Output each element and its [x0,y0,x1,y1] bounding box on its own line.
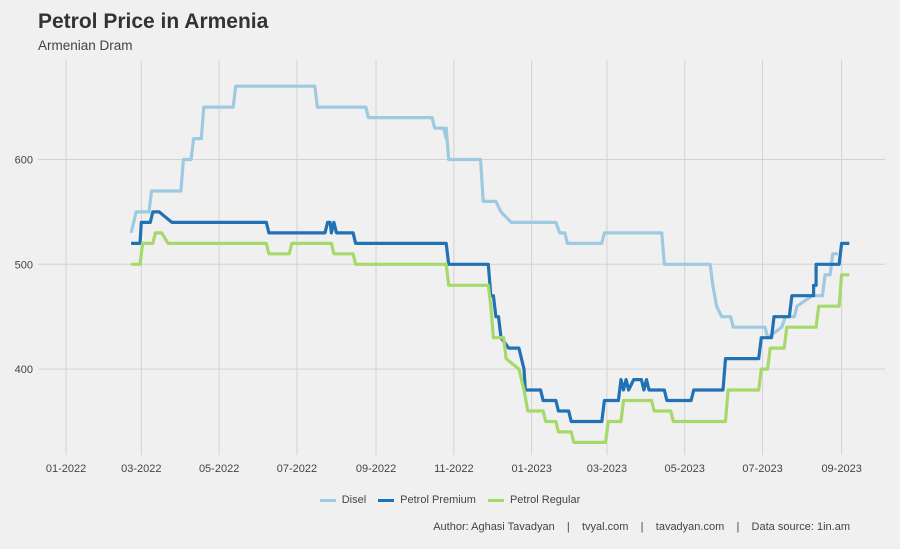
x-tick-label: 11-2022 [434,463,474,475]
legend-item: Disel [319,494,367,506]
y-tick-label: 400 [15,364,33,376]
series-line-petrol-regular [131,231,850,444]
x-tick-label: 01-2023 [511,463,551,475]
legend-swatch [378,498,395,502]
x-tick-label: 09-2023 [821,463,861,475]
legend-item: Petrol Premium [378,494,476,506]
legend-label: Petrol Premium [400,494,476,506]
y-tick-label: 600 [15,155,33,167]
x-tick-label: 07-2022 [277,463,317,475]
x-tick-label: 03-2022 [121,463,161,475]
legend-label: Petrol Regular [509,494,581,506]
chart-subtitle: Armenian Dram [38,38,133,53]
y-tick-label: 500 [15,259,33,271]
x-tick-label: 03-2023 [587,463,627,475]
legend: Disel Petrol Premium Petrol Regular [0,494,900,506]
legend-label: Disel [341,494,367,506]
x-tick-label: 05-2022 [199,463,239,475]
x-tick-label: 05-2023 [665,463,705,475]
chart-title: Petrol Price in Armenia [38,10,269,33]
x-tick-label: 01-2022 [46,463,86,475]
series-line-disel [129,84,838,340]
legend-swatch [487,498,504,502]
legend-swatch [319,498,336,502]
x-tick-label: 07-2023 [742,463,782,475]
series-line-petrol-premium [131,210,850,424]
caption: Author: Aghasi Tavadyan | tvyal.com | ta… [433,521,850,533]
legend-item: Petrol Regular [487,494,581,506]
x-tick-label: 09-2022 [356,463,396,475]
